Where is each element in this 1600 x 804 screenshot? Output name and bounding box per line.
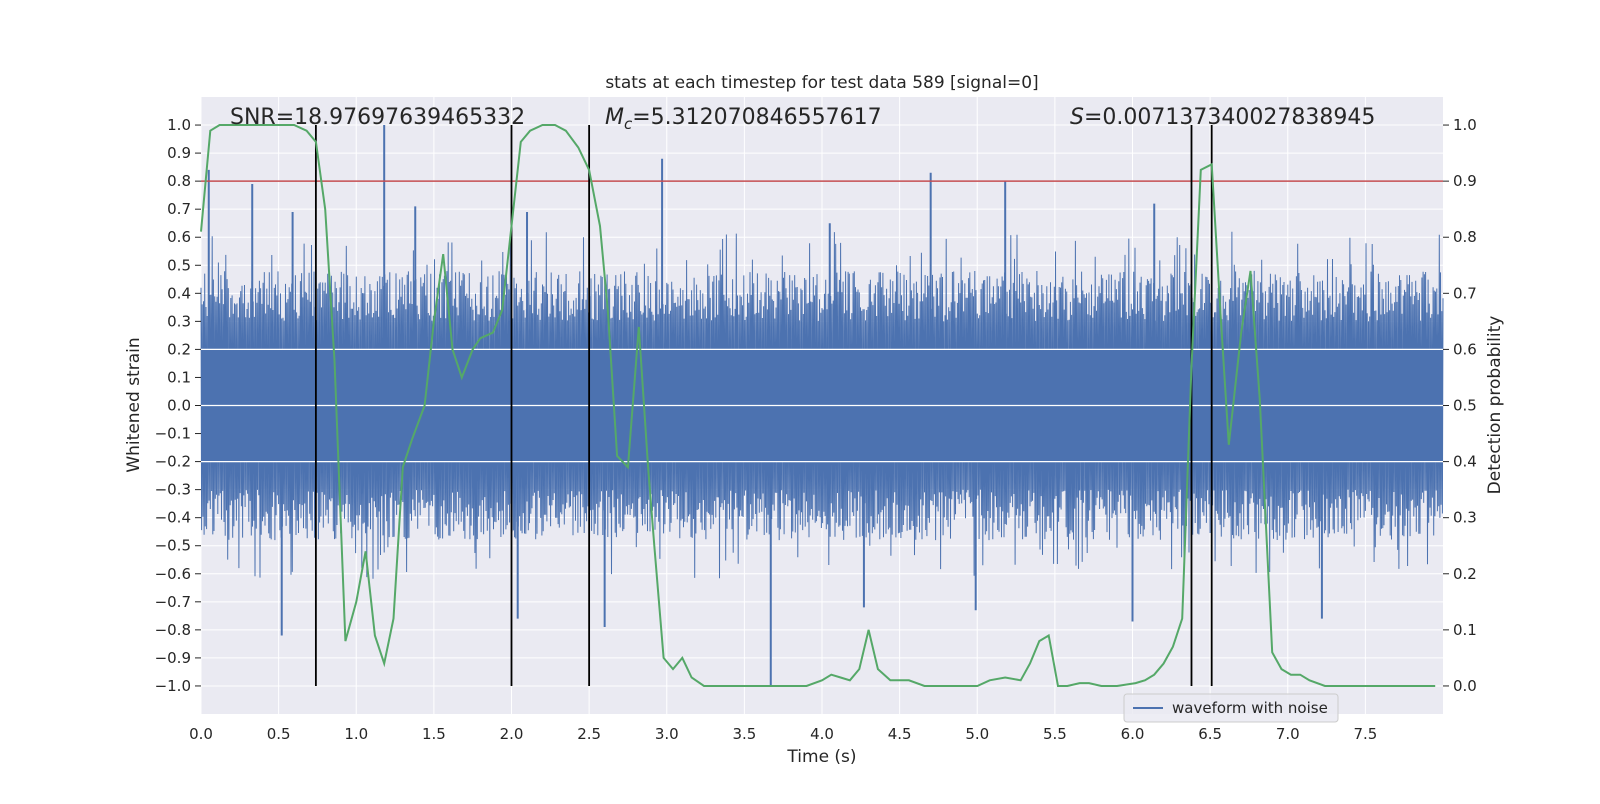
x-tick-label: 2.5 <box>577 725 601 743</box>
left-y-tick-label: −0.6 <box>155 565 191 583</box>
x-tick-label: 5.0 <box>965 725 989 743</box>
left-y-tick-label: 0.5 <box>167 256 191 274</box>
x-tick-label: 1.5 <box>422 725 446 743</box>
left-y-tick-label: −0.7 <box>155 593 191 611</box>
right-y-axis-label: Detection probability <box>1485 316 1505 495</box>
right-y-tick-label: 0.9 <box>1453 172 1477 190</box>
right-y-tick-label: 0.5 <box>1453 397 1477 415</box>
right-y-tick-label: 0.4 <box>1453 453 1477 471</box>
chirp-mass-annotation: Mc=5.312070846557617 <box>605 105 882 133</box>
waveform-with-noise-series <box>200 125 1444 686</box>
s-annotation: S=0.007137340027838945 <box>1070 105 1375 130</box>
left-y-tick-label: 1.0 <box>167 116 191 134</box>
right-y-tick-label: 0.3 <box>1453 509 1477 527</box>
detection-probability-line <box>200 124 1436 687</box>
right-y-tick-labels: 1.0 0.9 0.8 0.7 0.6 0.5 0.4 0.3 0.2 0.1 0.0 <box>1443 116 1477 695</box>
left-y-tick-label: −0.8 <box>155 621 191 639</box>
left-y-tick-label: 0.7 <box>167 200 191 218</box>
x-tick-label: 3.5 <box>732 725 756 743</box>
s-symbol: S <box>1070 105 1084 130</box>
left-y-tick-label: −0.1 <box>155 425 191 443</box>
left-y-tick-label: −0.4 <box>155 509 191 527</box>
x-tick-label: 2.0 <box>500 725 524 743</box>
left-y-tick-labels: 1.0 0.9 0.8 0.7 0.6 0.5 0.4 0.3 0.2 0.1 0.0 −0.1 −0.… <box>155 116 201 695</box>
left-y-tick-label: −1.0 <box>155 677 191 695</box>
x-tick-label: 1.0 <box>344 725 368 743</box>
x-tick-label: 4.5 <box>888 725 912 743</box>
left-y-tick-label: −0.9 <box>155 649 191 667</box>
left-y-tick-label: −0.2 <box>155 453 191 471</box>
left-y-axis-label: Whitened strain <box>124 337 144 472</box>
x-tick-label: 5.5 <box>1043 725 1067 743</box>
legend-box <box>1123 693 1339 723</box>
right-y-tick-label: 0.0 <box>1453 677 1477 695</box>
right-y-tick-label: 0.6 <box>1453 340 1477 358</box>
right-y-tick-label: 0.2 <box>1453 565 1477 583</box>
chirp-mass-value: =5.312070846557617 <box>632 105 881 130</box>
x-tick-labels: 0.0 0.5 1.0 1.5 2.0 2.5 3.0 3.5 4.0 4.5 5.0 5.5 6.0 6… <box>189 725 1377 743</box>
x-tick-label: 7.0 <box>1276 725 1300 743</box>
left-y-tick-label: 0.4 <box>167 284 191 302</box>
x-axis-label: Time (s) <box>786 747 856 767</box>
snr-annotation: SNR=18.97697639465332 <box>230 105 525 130</box>
x-tick-label: 6.0 <box>1121 725 1145 743</box>
left-y-tick-label: 0.3 <box>167 312 191 330</box>
chirp-mass-symbol: M <box>605 105 624 130</box>
legend-label: waveform with noise <box>1172 699 1328 717</box>
chart-title: stats at each timestep for test data 589… <box>605 73 1038 93</box>
chirp-mass-subscript: c <box>624 115 633 133</box>
left-y-tick-label: 0.6 <box>167 228 191 246</box>
right-y-tick-label: 0.7 <box>1453 284 1477 302</box>
left-y-tick-label: −0.5 <box>155 537 191 555</box>
left-y-tick-label: 0.1 <box>167 368 191 386</box>
right-y-tick-label: 1.0 <box>1453 116 1477 134</box>
left-y-tick-label: 0.2 <box>167 340 191 358</box>
x-tick-label: 6.5 <box>1198 725 1222 743</box>
x-tick-label: 3.0 <box>655 725 679 743</box>
detection-probability-series <box>200 124 1436 687</box>
right-y-tick-label: 0.8 <box>1453 228 1477 246</box>
x-tick-label: 7.5 <box>1353 725 1377 743</box>
x-tick-label: 0.5 <box>267 725 291 743</box>
left-y-tick-label: −0.3 <box>155 481 191 499</box>
left-y-tick-label: 0.9 <box>167 144 191 162</box>
x-tick-label: 4.0 <box>810 725 834 743</box>
legend: waveform with noise <box>1123 693 1339 723</box>
right-y-tick-label: 0.1 <box>1453 621 1477 639</box>
left-y-tick-label: 0.0 <box>167 397 191 415</box>
s-value: =0.007137340027838945 <box>1084 105 1375 130</box>
x-tick-label: 0.0 <box>189 725 213 743</box>
left-y-tick-label: 0.8 <box>167 172 191 190</box>
